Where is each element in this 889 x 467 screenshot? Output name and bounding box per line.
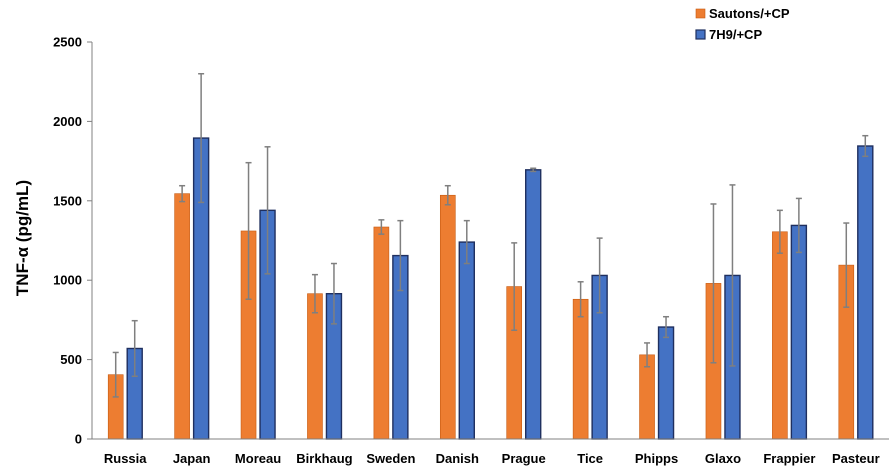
y-axis-label: TNF-α (pg/mL)	[13, 180, 32, 296]
x-axis: Russia Japan Moreau Birkhaug Sweden Danish Pra…	[92, 438, 889, 466]
bar	[657, 326, 675, 440]
x-tick-label: Russia	[104, 451, 147, 466]
y-tick-label: 2500	[53, 35, 82, 50]
y-tick-label: 1500	[53, 193, 82, 208]
error-bars	[112, 73, 869, 398]
bar	[174, 193, 190, 440]
x-tick-label: Birkhaug	[296, 451, 352, 466]
legend-label: Sautons/+CP	[709, 6, 790, 21]
x-tick-label: Phipps	[635, 451, 678, 466]
x-tick-label: Glaxo	[705, 451, 741, 466]
bar	[373, 226, 390, 440]
bar	[572, 298, 589, 440]
x-tick-label: Moreau	[235, 451, 281, 466]
bar	[307, 293, 323, 440]
bars	[107, 137, 874, 440]
bar	[458, 241, 475, 440]
bar	[439, 194, 456, 440]
y-axis: 0 500 1000 1500 2000 2500	[53, 35, 93, 447]
y-tick-label: 500	[60, 352, 82, 367]
x-tick-label: Japan	[173, 451, 211, 466]
y-tick-label: 0	[75, 432, 82, 447]
legend-label: 7H9/+CP	[709, 27, 762, 42]
bar	[857, 145, 874, 440]
x-tick-label: Sweden	[366, 451, 415, 466]
bar	[772, 231, 788, 440]
y-tick-label: 2000	[53, 114, 82, 129]
x-tick-label: Pasteur	[832, 451, 880, 466]
legend: Sautons/+CP 7H9/+CP	[695, 6, 790, 42]
x-tick-label: Danish	[436, 451, 479, 466]
bar	[525, 169, 542, 440]
legend-swatch	[695, 29, 706, 40]
x-tick-label: Tice	[577, 451, 603, 466]
x-tick-label: Prague	[502, 451, 546, 466]
x-tick-label: Frappier	[763, 451, 815, 466]
y-tick-label: 1000	[53, 273, 82, 288]
legend-swatch	[695, 8, 706, 19]
bar	[790, 224, 808, 440]
